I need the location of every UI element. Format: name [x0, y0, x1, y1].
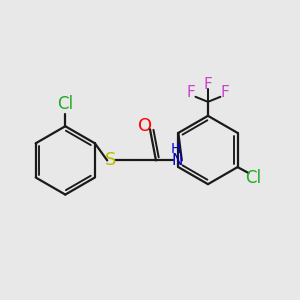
- Text: N: N: [172, 153, 183, 168]
- Text: O: O: [138, 117, 152, 135]
- Text: F: F: [220, 85, 229, 100]
- Text: Cl: Cl: [245, 169, 262, 187]
- Text: F: F: [204, 76, 212, 92]
- Text: S: S: [105, 152, 116, 169]
- Text: H: H: [171, 142, 181, 156]
- Text: F: F: [187, 85, 195, 100]
- Text: Cl: Cl: [57, 95, 74, 113]
